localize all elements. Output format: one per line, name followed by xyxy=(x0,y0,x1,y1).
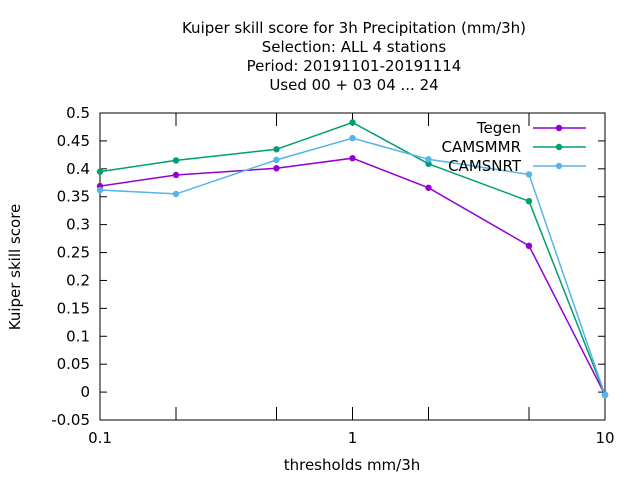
y-tick-label: 0.15 xyxy=(57,299,90,317)
series-layer xyxy=(96,119,609,399)
x-axis: 0.1 1 10 xyxy=(88,113,615,447)
legend-marker-tegen xyxy=(555,124,563,132)
data-point-camsnrt xyxy=(601,391,609,399)
y-tick-label: 0.1 xyxy=(66,327,90,345)
y-tick-label: 0.2 xyxy=(66,271,90,289)
data-point-camsnrt xyxy=(425,156,432,163)
y-tick-label: 0.05 xyxy=(57,355,90,373)
y-axis: -0.05 0 0.05 0.1 0.15 0.2 0.25 0.3 0.35 0.4 0.45 0.… xyxy=(51,104,605,429)
x-tick-label: 10 xyxy=(595,429,614,447)
y-tick-label: 0 xyxy=(80,383,90,401)
data-point-camsnrt xyxy=(273,156,280,164)
y-tick-label: 0.3 xyxy=(66,216,90,234)
data-point-camsmmr xyxy=(525,197,533,205)
data-point-camsmmr xyxy=(172,157,180,164)
data-point-camsmmr xyxy=(96,168,104,175)
data-point-camsnrt xyxy=(525,171,533,178)
y-tick-label: 0.4 xyxy=(66,160,90,178)
x-axis-label: thresholds mm/3h xyxy=(284,456,421,474)
title-line-2: Selection: ALL 4 stations xyxy=(262,38,447,56)
y-tick-label: 0.35 xyxy=(57,188,90,206)
data-point-tegen xyxy=(425,184,432,191)
legend-label-tegen: Tegen xyxy=(476,119,521,137)
series-tegen xyxy=(96,155,609,399)
legend-label-camsmmr: CAMSMMR xyxy=(441,138,521,156)
series-camsnrt xyxy=(96,134,609,399)
data-point-camsnrt xyxy=(172,190,180,198)
y-tick-label: 0.5 xyxy=(66,104,90,122)
legend-marker-camsmmr xyxy=(555,143,563,151)
data-point-tegen xyxy=(525,242,533,250)
data-point-camsnrt xyxy=(96,186,104,194)
title-line-3: Period: 20191101-20191114 xyxy=(247,57,462,75)
data-point-camsmmr xyxy=(349,119,356,126)
legend-label-camsnrt: CAMSNRT xyxy=(448,157,522,175)
legend-marker-camsnrt xyxy=(555,162,563,170)
chart-title: Kuiper skill score for 3h Precipitation … xyxy=(182,19,526,94)
y-tick-label: -0.05 xyxy=(51,411,90,429)
y-tick-label: 0.45 xyxy=(57,132,90,150)
title-line-4: Used 00 + 03 04 ... 24 xyxy=(269,76,438,94)
data-point-camsmmr xyxy=(273,146,280,153)
x-tick-label: 0.1 xyxy=(88,429,112,447)
y-tick-label: 0.25 xyxy=(57,244,90,262)
x-tick-label: 1 xyxy=(348,429,358,447)
data-point-camsmmr xyxy=(425,160,432,167)
data-point-tegen xyxy=(349,155,356,162)
data-point-camsnrt xyxy=(349,134,356,142)
data-point-tegen xyxy=(273,165,280,172)
data-point-tegen xyxy=(172,171,180,179)
title-line-1: Kuiper skill score for 3h Precipitation … xyxy=(182,19,526,37)
y-axis-label: Kuiper skill score xyxy=(6,204,24,331)
